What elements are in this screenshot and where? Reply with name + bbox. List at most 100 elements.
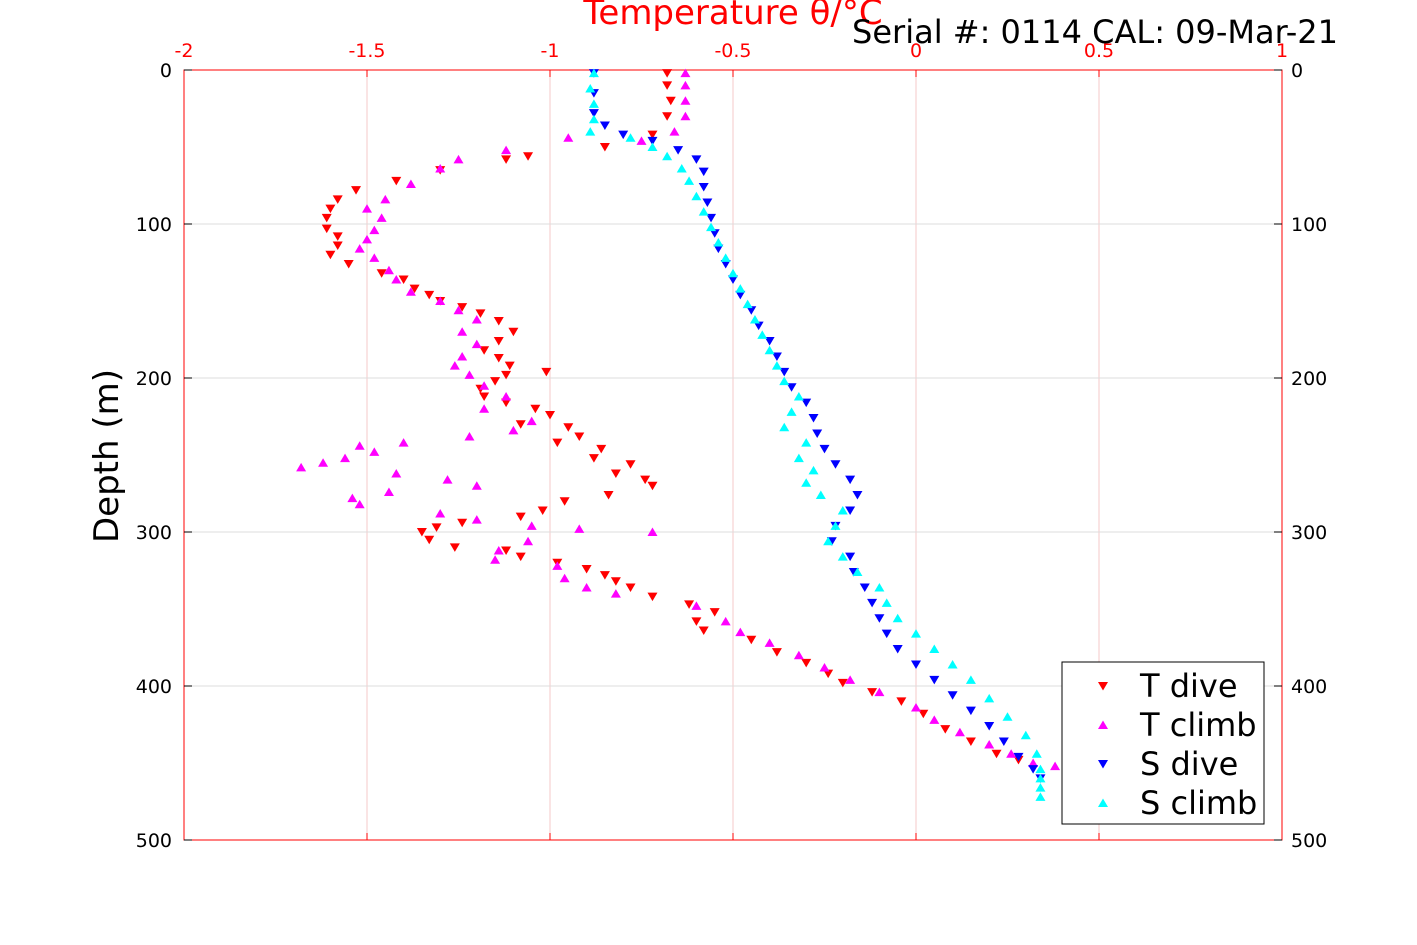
y-tick-label-right: 500 bbox=[1291, 830, 1327, 852]
data-point bbox=[464, 432, 475, 441]
data-point bbox=[369, 225, 380, 235]
data-point bbox=[793, 453, 804, 463]
data-point bbox=[405, 287, 416, 296]
data-point bbox=[709, 608, 720, 617]
data-point bbox=[625, 133, 636, 142]
data-point bbox=[801, 658, 812, 668]
data-point bbox=[369, 253, 380, 262]
data-point bbox=[398, 275, 409, 284]
data-point bbox=[954, 727, 965, 737]
data-point bbox=[991, 749, 1002, 759]
data-point bbox=[823, 669, 834, 679]
data-point bbox=[929, 644, 940, 654]
data-point bbox=[508, 327, 519, 337]
data-point bbox=[424, 290, 435, 300]
data-point bbox=[892, 613, 903, 623]
data-point bbox=[362, 204, 372, 213]
data-point bbox=[874, 582, 885, 592]
data-point bbox=[552, 438, 563, 448]
data-point bbox=[475, 309, 486, 318]
data-point bbox=[1006, 749, 1017, 758]
data-point bbox=[442, 475, 453, 484]
data-point bbox=[574, 524, 585, 533]
data-point bbox=[874, 614, 885, 623]
data-point bbox=[340, 453, 351, 463]
data-point bbox=[801, 398, 812, 408]
data-point bbox=[720, 616, 731, 626]
data-point bbox=[563, 423, 574, 432]
data-point bbox=[779, 422, 790, 432]
data-point bbox=[603, 491, 614, 500]
data-point bbox=[874, 687, 885, 697]
data-point bbox=[998, 737, 1009, 746]
data-point bbox=[490, 555, 501, 564]
x-tick-labels: -2 -1.5 -1 -0.5 0 0.5 1 bbox=[175, 40, 1289, 62]
data-point bbox=[647, 142, 658, 151]
data-point bbox=[647, 136, 658, 146]
data-point bbox=[398, 438, 409, 447]
data-point bbox=[479, 381, 490, 390]
data-point bbox=[749, 314, 760, 324]
data-point bbox=[881, 629, 892, 639]
data-point bbox=[493, 337, 504, 346]
data-point bbox=[351, 186, 362, 195]
legend-marker bbox=[1098, 682, 1108, 691]
data-point bbox=[471, 481, 482, 490]
y-tick-label-right: 300 bbox=[1291, 522, 1327, 544]
data-point bbox=[409, 284, 420, 294]
legend-marker bbox=[1098, 798, 1108, 807]
data-point bbox=[362, 234, 372, 244]
data-point bbox=[720, 260, 731, 269]
data-point bbox=[504, 361, 515, 371]
data-point bbox=[376, 269, 387, 278]
data-point bbox=[453, 305, 464, 315]
tick-marks bbox=[183, 69, 1283, 841]
data-point bbox=[929, 715, 940, 724]
data-point bbox=[530, 404, 541, 414]
data-point bbox=[453, 154, 464, 164]
data-point bbox=[728, 268, 738, 278]
data-point bbox=[793, 391, 804, 401]
data-point bbox=[801, 438, 812, 447]
data-point bbox=[508, 425, 519, 435]
data-point bbox=[581, 582, 592, 592]
data-point bbox=[662, 81, 673, 90]
data-point bbox=[698, 207, 709, 216]
data-point bbox=[764, 337, 775, 346]
data-point bbox=[859, 583, 870, 592]
data-point bbox=[574, 432, 585, 442]
data-point bbox=[471, 339, 482, 349]
data-point bbox=[713, 244, 724, 254]
data-point bbox=[867, 688, 878, 697]
data-point bbox=[588, 454, 599, 463]
x-tick-label: -2 bbox=[175, 40, 194, 62]
data-point bbox=[457, 327, 468, 336]
data-point bbox=[680, 68, 691, 78]
data-point bbox=[808, 465, 819, 475]
data-point bbox=[753, 321, 764, 331]
data-point bbox=[588, 68, 599, 78]
data-point bbox=[1035, 773, 1046, 783]
data-point bbox=[720, 253, 731, 262]
y-tick-label-right: 100 bbox=[1291, 214, 1327, 236]
data-point bbox=[325, 250, 336, 260]
data-point bbox=[881, 598, 892, 607]
data-point bbox=[471, 314, 482, 324]
data-point bbox=[911, 660, 921, 669]
data-point bbox=[596, 444, 607, 454]
data-point bbox=[691, 155, 702, 164]
legend-marker bbox=[1098, 760, 1108, 769]
data-point bbox=[728, 275, 738, 284]
data-point bbox=[376, 213, 387, 222]
data-point bbox=[918, 709, 929, 719]
x-tick-label: 0 bbox=[910, 40, 922, 62]
data-point bbox=[647, 592, 658, 602]
data-point bbox=[321, 213, 332, 223]
data-point bbox=[896, 697, 907, 706]
data-point bbox=[698, 626, 709, 636]
data-point bbox=[501, 546, 512, 555]
data-point bbox=[984, 693, 995, 703]
data-point bbox=[585, 83, 596, 93]
data-point bbox=[431, 523, 442, 532]
